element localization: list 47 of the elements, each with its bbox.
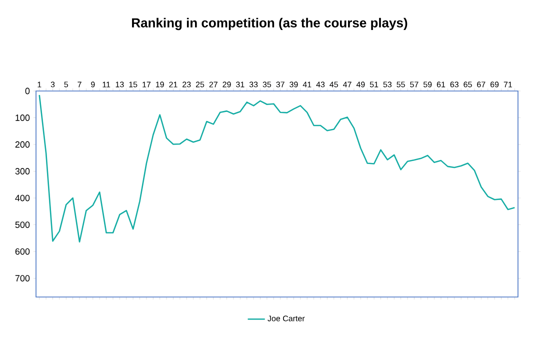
- x-tick-label: 57: [410, 82, 418, 88]
- x-tick-label: 51: [370, 82, 378, 88]
- x-tick-label: 49: [356, 82, 365, 88]
- x-tick-label: 67: [477, 82, 486, 88]
- x-tick-label: 17: [142, 82, 151, 88]
- x-tick-label: 11: [102, 82, 110, 88]
- x-tick-label: 23: [182, 82, 191, 88]
- legend-label: Joe Carter: [268, 316, 305, 322]
- x-tick-label: 41: [302, 82, 312, 88]
- x-tick-label: 25: [196, 82, 204, 88]
- x-tick-label: 53: [383, 82, 392, 88]
- x-tick-label: 13: [116, 82, 124, 88]
- y-tick-label: 700: [15, 275, 30, 282]
- y-tick-label: 200: [15, 141, 30, 148]
- x-tick-label: 31: [236, 82, 244, 88]
- x-tick-label: 29: [222, 82, 231, 88]
- x-tick-label: 43: [316, 82, 325, 88]
- x-tick-label: 69: [490, 82, 499, 88]
- y-tick-label: 500: [15, 222, 30, 228]
- x-tick-label: 19: [156, 82, 164, 88]
- y-tick-label: 0: [25, 88, 30, 94]
- x-tick-label: 27: [209, 82, 218, 88]
- x-tick-label: 65: [464, 82, 472, 88]
- x-tick-label: 3: [50, 82, 55, 88]
- x-tick-label: 55: [396, 82, 405, 88]
- x-tick-label: 21: [169, 82, 178, 88]
- x-tick-label: 71: [504, 82, 512, 88]
- x-tick-label: 61: [436, 82, 446, 88]
- x-tick-label: 1: [38, 82, 42, 88]
- x-tick-label: 9: [91, 82, 95, 88]
- x-tick-label: 35: [262, 82, 272, 88]
- x-tick-label: 5: [64, 82, 68, 88]
- x-tick-label: 63: [450, 82, 458, 88]
- x-tick-label: 45: [330, 82, 338, 88]
- y-tick-label: 300: [15, 168, 30, 174]
- chart-title: Ranking in competition (as the course plays): [132, 18, 408, 30]
- x-tick-label: 15: [129, 82, 138, 88]
- x-tick-label: 59: [423, 82, 432, 88]
- x-tick-label: 39: [290, 82, 298, 88]
- y-tick-label: 600: [15, 248, 30, 255]
- x-tick-label: 7: [78, 82, 82, 88]
- line-series: [38, 94, 516, 243]
- x-tick-label: 33: [249, 82, 258, 88]
- x-tick-label: 37: [276, 82, 284, 88]
- y-tick-label: 400: [15, 194, 30, 202]
- x-tick-label: 47: [343, 82, 352, 88]
- y-tick-label: 100: [16, 114, 30, 121]
